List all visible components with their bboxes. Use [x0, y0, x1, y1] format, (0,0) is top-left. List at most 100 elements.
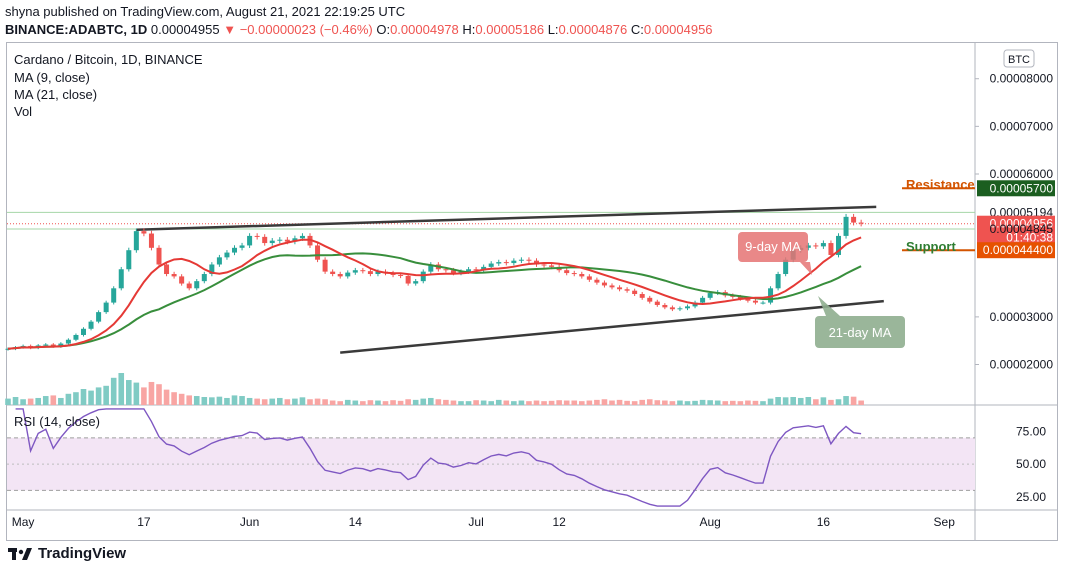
time-tick-label: 12 [552, 515, 566, 529]
volume-bar [828, 399, 834, 405]
candle-body [367, 271, 373, 275]
volume-bar [745, 400, 751, 405]
volume-bar [65, 393, 72, 405]
publish-line: shyna published on TradingView.com, Augu… [5, 4, 406, 19]
low-label: L: [547, 22, 559, 37]
volume-bar [820, 397, 827, 405]
volume-bar [367, 400, 374, 405]
time-tick-label: 14 [349, 515, 363, 529]
upper-trendline [136, 205, 877, 231]
rsi-tick-label: 50.00 [1016, 457, 1046, 471]
volume-bar [775, 397, 781, 405]
volume-bar [35, 397, 41, 405]
volume-bar [148, 381, 155, 405]
volume-bar [850, 396, 857, 405]
volume-bar [495, 399, 502, 405]
volume-bar [677, 400, 683, 405]
volume-bar [307, 399, 313, 405]
volume-bar [654, 400, 661, 405]
candle-body [571, 273, 577, 275]
candle-body [345, 272, 351, 277]
candle-body [677, 308, 683, 310]
candle-body [813, 245, 819, 247]
candle-body [541, 264, 547, 266]
candle-body [843, 216, 849, 236]
candle-body [428, 264, 434, 272]
volume-bar [299, 397, 306, 405]
volume-bar [277, 397, 283, 405]
volume-bar [639, 399, 645, 405]
volume-bar [405, 399, 411, 405]
rsi-tick-label: 25.00 [1016, 490, 1046, 504]
candle-body [647, 297, 653, 302]
candle-body [292, 238, 298, 242]
volume-bar [692, 400, 698, 405]
candle-body [639, 294, 645, 298]
price-tick-label: 0.00006000 [990, 167, 1054, 181]
volume-bar [465, 401, 472, 405]
time-tick-label: 16 [817, 515, 831, 529]
volume-bar [254, 398, 260, 405]
volume-bar [292, 398, 298, 405]
time-tick-label: Aug [699, 515, 720, 529]
volume-bar [390, 400, 396, 405]
candle-body [443, 269, 449, 271]
candle-body [141, 231, 147, 234]
volume-bar [556, 400, 562, 405]
volume-bar [224, 397, 230, 405]
volume-bar [329, 400, 336, 405]
volume-bar [269, 398, 276, 405]
volume-bar [563, 400, 570, 405]
volume-bar [450, 400, 457, 405]
volume-bar [118, 373, 125, 405]
volume-bar [699, 399, 706, 405]
candle-body [337, 274, 343, 277]
volume-bar [835, 399, 842, 405]
volume-bar [20, 399, 26, 405]
volume-bar [843, 396, 849, 405]
price-badge-label: 0.00004956 [990, 217, 1054, 231]
candle-body [179, 276, 185, 284]
candle-body [81, 328, 86, 335]
time-tick-label: Sep [934, 515, 956, 529]
candle-body [186, 283, 192, 289]
candle-body [194, 281, 200, 289]
currency-badge [1003, 49, 1035, 68]
candle-body [632, 290, 638, 295]
price-badge-bg [977, 180, 1055, 197]
candle-body [745, 298, 751, 301]
candle-body [111, 288, 117, 303]
ma9-legend: MA (9, close) [14, 70, 90, 85]
volume-bar [707, 400, 713, 405]
chart-title: Cardano / Bitcoin, 1D, BINANCE [14, 52, 203, 67]
ma9-callout-label: 9-day MA [745, 239, 801, 254]
candle-body [526, 259, 532, 261]
price-badge-label: 0.000044400 [983, 243, 1053, 257]
candle-body [805, 245, 811, 248]
volume-bar [344, 399, 351, 405]
candle-body [352, 270, 358, 273]
volume-bar [571, 400, 578, 405]
volume-bar [594, 399, 600, 405]
candle-body [73, 334, 79, 340]
candle-body [254, 235, 260, 237]
chart-frame [6, 42, 1058, 541]
resistance-label: Resistance [906, 177, 975, 192]
candle-body [164, 264, 170, 275]
price-badge-label: 0.00005700 [990, 181, 1054, 195]
volume-bar [209, 397, 215, 405]
price-tick-label: 0.00003000 [990, 310, 1054, 324]
candle-body [103, 302, 109, 313]
candle-body [133, 231, 139, 251]
volume-bar [548, 400, 555, 405]
volume-bar [420, 398, 427, 405]
volume-bar [473, 400, 479, 405]
candle-body [820, 243, 826, 247]
ma9-callout-bg [738, 232, 808, 262]
candle-body [224, 252, 230, 258]
candle-body [836, 235, 841, 255]
candle-body [299, 235, 305, 239]
volume-bar [133, 382, 140, 405]
volume-bar [714, 400, 721, 405]
